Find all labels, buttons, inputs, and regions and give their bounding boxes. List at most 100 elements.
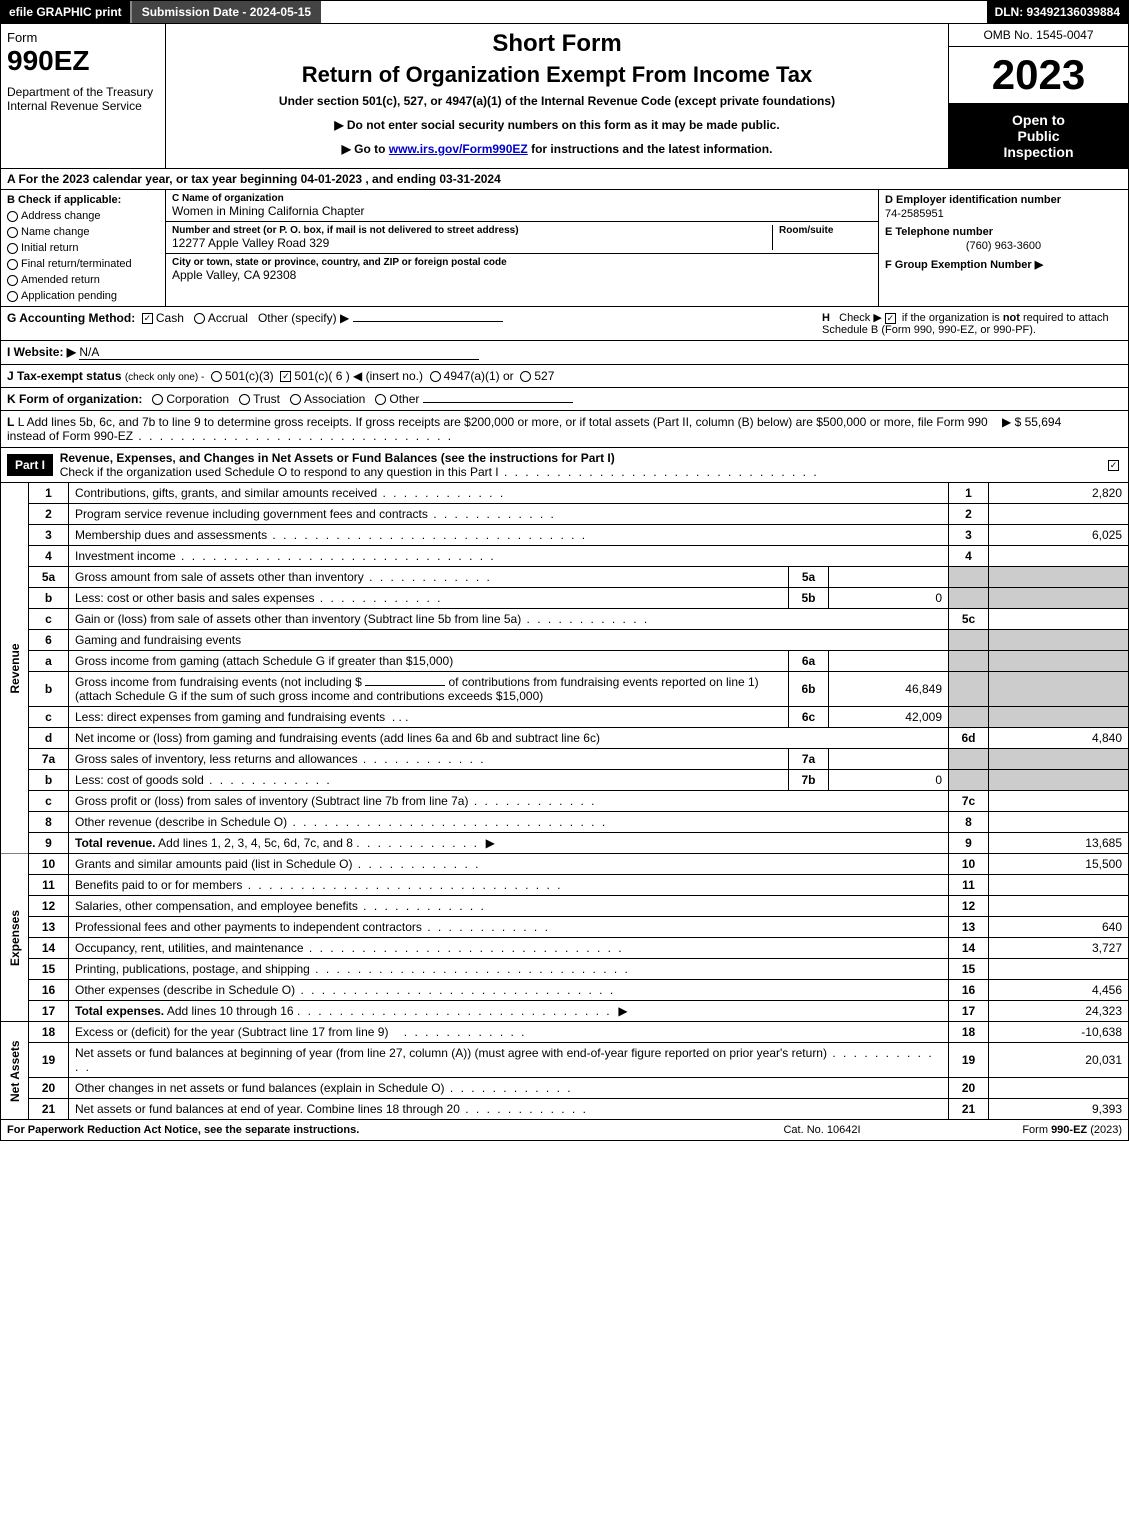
line-3: 3 Membership dues and assessments 3 6,02… (1, 525, 1129, 546)
irs-link[interactable]: www.irs.gov/Form990EZ (389, 142, 528, 156)
section-l: L L Add lines 5b, 6c, and 7b to line 9 t… (0, 411, 1129, 448)
trust-radio[interactable] (239, 394, 250, 405)
line-6d: d Net income or (loss) from gaming and f… (1, 728, 1129, 749)
other-org-radio[interactable] (375, 394, 386, 405)
cat-number: Cat. No. 10642I (722, 1124, 922, 1136)
501c-checkbox[interactable] (280, 371, 291, 382)
section-g-h: G Accounting Method: Cash Accrual Other … (0, 307, 1129, 341)
line-9: 9 Total revenue. Add lines 1, 2, 3, 4, 5… (1, 833, 1129, 854)
line-20: 20 Other changes in net assets or fund b… (1, 1078, 1129, 1099)
instruction-2-prefix: ▶ Go to (342, 142, 389, 156)
accrual-radio[interactable] (194, 313, 205, 324)
check-initial-return[interactable]: Initial return (7, 242, 159, 254)
header-left: Form 990EZ Department of the Treasury In… (1, 24, 166, 168)
org-name-label: C Name of organization (172, 193, 872, 204)
527-label: 527 (534, 369, 554, 383)
revenue-sidelabel: Revenue (1, 483, 29, 854)
website-value: N/A (79, 345, 479, 360)
line-6c: c Less: direct expenses from gaming and … (1, 707, 1129, 728)
phone-value: (760) 963-3600 (885, 240, 1122, 252)
trust-label: Trust (253, 392, 280, 406)
schedule-b-checkbox[interactable] (885, 313, 896, 324)
section-c: C Name of organization Women in Mining C… (166, 190, 878, 306)
department-label: Department of the Treasury Internal Reve… (7, 85, 159, 113)
line-7b: b Less: cost of goods sold 7b 0 (1, 770, 1129, 791)
corporation-radio[interactable] (152, 394, 163, 405)
line-12: 12 Salaries, other compensation, and emp… (1, 896, 1129, 917)
line-15: 15 Printing, publications, postage, and … (1, 959, 1129, 980)
paperwork-notice: For Paperwork Reduction Act Notice, see … (7, 1124, 722, 1136)
open-to-public: Open to Public Inspection (949, 104, 1128, 168)
line-5c: c Gain or (loss) from sale of assets oth… (1, 609, 1129, 630)
website-label: I Website: ▶ (7, 345, 76, 359)
line-21: 21 Net assets or fund balances at end of… (1, 1099, 1129, 1120)
check-name-change[interactable]: Name change (7, 226, 159, 238)
room-label: Room/suite (779, 225, 872, 236)
form-label: Form (7, 30, 159, 45)
line-17: 17 Total expenses. Add lines 10 through … (1, 1001, 1129, 1022)
line-6b: b Gross income from fundraising events (… (1, 672, 1129, 707)
ein-value: 74-2585951 (885, 208, 1122, 220)
527-radio[interactable] (520, 371, 531, 382)
cash-label: Cash (156, 311, 184, 325)
inspection-label: Inspection (953, 144, 1124, 160)
line-16: 16 Other expenses (describe in Schedule … (1, 980, 1129, 1001)
tax-year: 2023 (949, 47, 1128, 104)
section-k: K Form of organization: Corporation Trus… (0, 388, 1129, 411)
part-1-subtitle: Check if the organization used Schedule … (60, 465, 499, 479)
501c3-label: 501(c)(3) (225, 369, 274, 383)
gross-receipts-amount: ▶ $ 55,694 (1002, 415, 1122, 443)
association-radio[interactable] (290, 394, 301, 405)
other-specify-input[interactable] (353, 321, 503, 322)
check-amended-return[interactable]: Amended return (7, 274, 159, 286)
form-of-org-label: K Form of organization: (7, 392, 142, 406)
street-value: 12277 Apple Valley Road 329 (172, 236, 772, 250)
section-d: D Employer identification number 74-2585… (878, 190, 1128, 306)
part-1-header-row: Part I Revenue, Expenses, and Changes in… (0, 448, 1129, 483)
net-assets-sidelabel: Net Assets (1, 1022, 29, 1120)
section-b: B Check if applicable: Address change Na… (1, 190, 166, 306)
instruction-2-suffix: for instructions and the latest informat… (528, 142, 773, 156)
line-19: 19 Net assets or fund balances at beginn… (1, 1043, 1129, 1078)
line-7a: 7a Gross sales of inventory, less return… (1, 749, 1129, 770)
form-header: Form 990EZ Department of the Treasury In… (0, 24, 1129, 169)
tax-exempt-sub: (check only one) - (125, 372, 204, 383)
header-center: Short Form Return of Organization Exempt… (166, 24, 948, 168)
line-11: 11 Benefits paid to or for members 11 (1, 875, 1129, 896)
check-address-change[interactable]: Address change (7, 210, 159, 222)
public-label: Public (953, 128, 1124, 144)
501c-label: 501(c)( 6 ) ◀ (insert no.) (294, 369, 423, 383)
line-6: 6 Gaming and fundraising events (1, 630, 1129, 651)
other-label: Other (specify) ▶ (258, 311, 349, 325)
city-label: City or town, state or province, country… (172, 257, 872, 268)
accrual-label: Accrual (208, 311, 248, 325)
line-6a: a Gross income from gaming (attach Sched… (1, 651, 1129, 672)
main-title: Return of Organization Exempt From Incom… (172, 62, 942, 88)
4947-radio[interactable] (430, 371, 441, 382)
cash-checkbox[interactable] (142, 313, 153, 324)
line-5a: 5a Gross amount from sale of assets othe… (1, 567, 1129, 588)
group-exemption-label: F Group Exemption Number ▶ (885, 258, 1122, 271)
instruction-1: ▶ Do not enter social security numbers o… (172, 118, 942, 132)
other-org-input[interactable] (423, 402, 573, 403)
expenses-sidelabel: Expenses (1, 854, 29, 1022)
section-a: A For the 2023 calendar year, or tax yea… (0, 169, 1129, 190)
501c3-radio[interactable] (211, 371, 222, 382)
part-1-title: Revenue, Expenses, and Changes in Net As… (60, 451, 615, 465)
line-5b: b Less: cost or other basis and sales ex… (1, 588, 1129, 609)
city-value: Apple Valley, CA 92308 (172, 268, 872, 282)
omb-number: OMB No. 1545-0047 (949, 24, 1128, 47)
form-number: 990EZ (7, 45, 159, 77)
info-block: B Check if applicable: Address change Na… (0, 190, 1129, 307)
efile-print-button[interactable]: efile GRAPHIC print (1, 1, 130, 23)
line-8: 8 Other revenue (describe in Schedule O)… (1, 812, 1129, 833)
check-final-return[interactable]: Final return/terminated (7, 258, 159, 270)
check-application-pending[interactable]: Application pending (7, 290, 159, 302)
open-to-label: Open to (953, 112, 1124, 128)
schedule-o-checkbox[interactable] (1108, 460, 1119, 471)
dln-label: DLN: 93492136039884 (987, 1, 1128, 23)
part-1-label: Part I (7, 454, 53, 476)
corporation-label: Corporation (166, 392, 229, 406)
ein-label: D Employer identification number (885, 194, 1122, 206)
header-right: OMB No. 1545-0047 2023 Open to Public In… (948, 24, 1128, 168)
